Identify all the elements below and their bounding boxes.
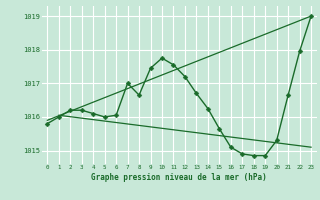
X-axis label: Graphe pression niveau de la mer (hPa): Graphe pression niveau de la mer (hPa) (91, 173, 267, 182)
